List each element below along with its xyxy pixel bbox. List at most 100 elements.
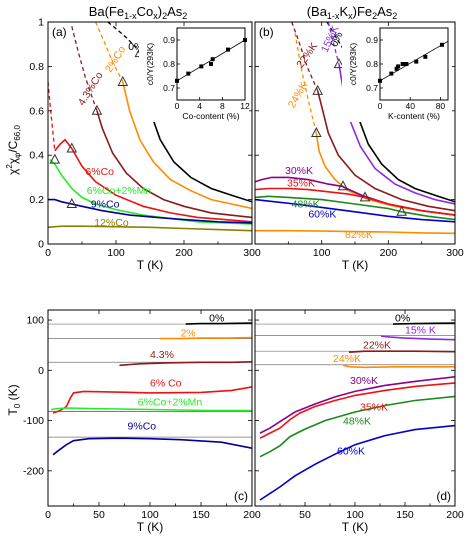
panel-d: 50 100 150 200 T (K) (d) 0%15% K 22%K24%K 30%K 35… [254, 309, 464, 534]
curve-label-c-2: 4.3% [150, 349, 174, 361]
ytick-label-a-5: 1 [38, 17, 44, 29]
curve-label-d-7: 60%K [337, 446, 365, 458]
series-line-c-1 [160, 336, 252, 340]
xtick-label-a-3: 300 [243, 247, 261, 259]
series-line-b-5 [255, 187, 455, 216]
inset-xtick-a-0: 0 [175, 101, 180, 111]
marker-a-3 [66, 142, 78, 153]
xtick-label-b-1: 100 [313, 247, 331, 259]
marker-a-4 [49, 153, 61, 164]
curve-label-a-6: 12%Co [94, 217, 129, 229]
series-fit-a-0 [107, 22, 141, 54]
marker-b-4 [337, 180, 349, 191]
curve-label-a-4: 6%Co+2%Mn [87, 185, 152, 197]
marker-b-2 [312, 84, 323, 95]
inset-xtick-a-2: 8 [220, 101, 225, 111]
curve-label-a-3: 6%Co [85, 166, 114, 178]
curve-label-a-5: 9%Co [91, 198, 120, 210]
curve-label-c-0: 0% [209, 313, 224, 325]
xtick-label-c-0: 0 [45, 509, 51, 521]
inset-ytick-a-2: 0.9 [163, 35, 175, 45]
inset-ylabel-b: c0/Y(293K) [348, 43, 358, 86]
panel-label-a: (a) [52, 25, 67, 39]
xtick-label-c-2: 100 [141, 509, 159, 521]
inset-b: 0 40 80 0.7 0.8 0.9 K-content (%) c0/Y(293K) [342, 26, 452, 122]
xlabel-b: T (K) [342, 258, 368, 272]
inset-point-b-4 [400, 62, 405, 66]
curve-label-b-0: 0% [328, 30, 345, 49]
ytick-label-a-4: 0.8 [29, 61, 44, 73]
inset-ytick-a-1: 0.8 [163, 59, 175, 69]
panel-b-title: (Ba1-xKx)Fe2As2 [307, 4, 398, 21]
curve-label-b-6: 48%K [292, 198, 320, 210]
marker-a-5 [66, 197, 78, 209]
curve-label-b-8: 82%K [345, 229, 373, 241]
xtick-label-d-1: 50 [299, 509, 311, 521]
series-line-d-5 [259, 382, 455, 439]
ytick-label-c-1: -100 [23, 415, 44, 427]
inset-point-a-3 [209, 62, 213, 66]
series-line-d-2 [348, 350, 455, 353]
inset-ytick-b-2: 0.9 [366, 35, 378, 45]
curve-label-d-2: 22%K [363, 340, 391, 352]
inset-point-a-4 [210, 57, 215, 62]
series-line-d-3 [342, 364, 455, 369]
curve-label-d-0: 0% [395, 313, 410, 325]
panel-a-title: Ba(Fe1-xCox)2As2 [89, 4, 188, 21]
series-line-a-4 [49, 159, 252, 225]
inset-point-b-7 [423, 54, 428, 59]
ytick-label-c-3: 100 [26, 315, 44, 327]
curve-label-a-2: 4.3%Co [76, 70, 106, 108]
curve-label-d-4: 30%K [350, 375, 378, 387]
curve-label-b-7: 60%K [308, 208, 336, 220]
inset-point-b-2 [394, 66, 399, 71]
curve-label-c-1: 2% [181, 328, 196, 340]
series-line-c-2 [119, 361, 252, 367]
marker-b-1 [333, 58, 345, 69]
marker-a-2 [91, 104, 103, 115]
marker-b-3 [311, 126, 322, 137]
series-line-d-4 [259, 376, 455, 434]
inset-point-a-1 [186, 71, 191, 76]
inset-a: 0 4 8 12 0.7 0.8 0.9 Co-content (%) c0/Y(293K) [139, 26, 250, 122]
xtick-label-d-2: 100 [346, 509, 364, 521]
xtick-label-a-0: 0 [45, 247, 51, 259]
inset-xlabel-a: Co-content (%) [182, 111, 239, 121]
inset-xtick-b-2: 80 [436, 101, 446, 111]
curve-label-d-5: 35%K [360, 402, 388, 414]
inset-xtick-b-0: 0 [378, 101, 383, 111]
inset-point-a-2 [199, 64, 204, 69]
ytick-label-c-0: -200 [23, 465, 44, 477]
xlabel-a: T (K) [137, 258, 163, 272]
curve-label-d-3: 24%K [333, 353, 361, 365]
series-line-d-7 [259, 424, 455, 501]
curve-label-c-5: 9%Co [128, 421, 157, 433]
curve-label-d-1: 15% K [405, 325, 436, 337]
inset-point-b-6 [414, 59, 419, 64]
inset-ytick-a-0: 0.7 [163, 83, 175, 93]
xtick-label-a-1: 100 [107, 247, 125, 259]
xtick-label-c-3: 150 [192, 509, 210, 521]
curve-label-b-4: 30%K [285, 165, 313, 177]
curve-label-b-2: 22%K [294, 40, 320, 70]
xtick-label-a-2: 200 [175, 247, 193, 259]
series-fit-a-3 [48, 81, 56, 151]
series-line-b-2 [316, 90, 455, 212]
series-fit-b-1 [327, 22, 340, 65]
ytick-label-a-3: 0.6 [29, 105, 44, 117]
xlabel-d: T (K) [342, 520, 368, 534]
marker-b-6 [396, 205, 407, 216]
series-line-b-6 [255, 195, 455, 221]
inset-point-b-8 [439, 42, 444, 47]
inset-ytick-b-1: 0.8 [366, 59, 378, 69]
ytick-label-c-2: 0 [38, 365, 44, 377]
ytick-label-a-1: 0.2 [29, 194, 44, 206]
inset-point-a-0 [175, 78, 179, 83]
series-line-c-5 [52, 437, 252, 456]
series-fit-b-3 [294, 32, 317, 134]
xtick-label-b-3: 300 [446, 247, 464, 259]
curve-label-b-5: 35%K [287, 177, 315, 189]
